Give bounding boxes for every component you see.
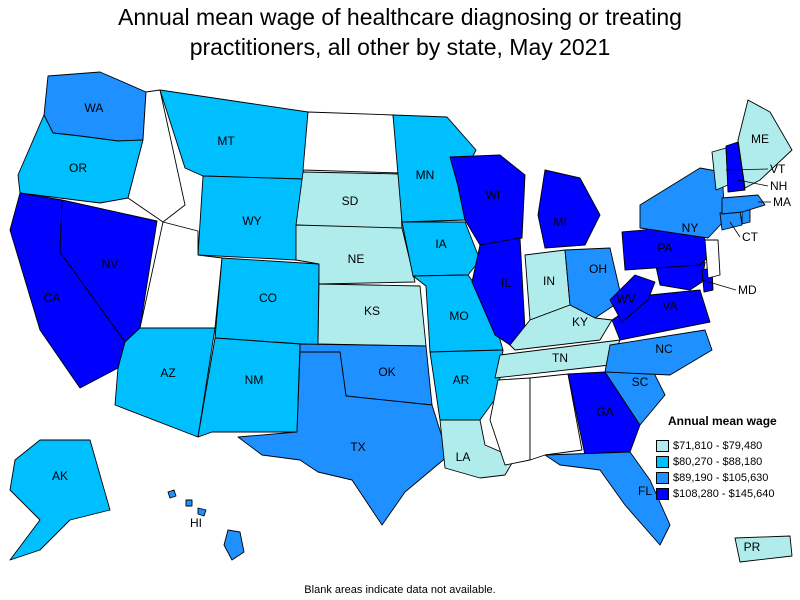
state-label-il: IL <box>501 276 511 290</box>
state-label-mn: MN <box>416 168 435 182</box>
legend-item-3: $89,190 - $105,630 <box>656 470 800 486</box>
state-label-mi: MI <box>553 215 566 229</box>
state-label-ny: NY <box>682 221 699 235</box>
state-label-nh: NH <box>770 179 787 193</box>
callout-line-vt <box>725 168 769 171</box>
state-fl <box>544 451 671 546</box>
state-nd <box>302 111 401 174</box>
map-title: Annual mean wage of healthcare diagnosin… <box>0 2 800 62</box>
data-availability-note: Blank areas indicate data not available. <box>304 584 496 596</box>
state-ga <box>567 371 641 456</box>
legend-swatch-2 <box>656 456 669 468</box>
state-oh <box>564 247 623 319</box>
callout-line-md <box>701 279 737 291</box>
state-label-ia: IA <box>435 237 446 251</box>
state-wv <box>609 274 656 323</box>
state-hi <box>167 489 245 561</box>
state-mi <box>537 169 601 249</box>
state-ak <box>9 439 111 561</box>
state-nj <box>704 239 721 279</box>
callout-line-nh <box>737 179 769 187</box>
state-label-wy: WY <box>242 214 261 228</box>
state-label-mo: MO <box>449 309 468 323</box>
state-label-tx: TX <box>350 440 365 454</box>
state-label-va: VA <box>662 299 677 313</box>
legend-swatch-1 <box>656 440 669 452</box>
state-label-ne: NE <box>348 252 365 266</box>
state-label-md: MD <box>738 283 757 297</box>
state-label-or: OR <box>69 161 87 175</box>
state-nc <box>604 329 713 376</box>
state-label-ky: KY <box>572 315 588 329</box>
state-label-ok: OK <box>378 365 395 379</box>
state-al <box>529 373 583 461</box>
callout-line-ct <box>729 221 741 238</box>
map-title-line-2: practitioners, all other by state, May 2… <box>189 34 611 60</box>
state-me <box>737 99 793 189</box>
state-la <box>439 419 516 479</box>
state-ar <box>429 349 504 421</box>
state-label-mt: MT <box>217 134 235 148</box>
state-label-az: AZ <box>160 366 175 380</box>
state-label-sc: SC <box>632 375 649 389</box>
legend-label-4: $108,280 - $145,640 <box>673 488 775 500</box>
legend-item-4: $108,280 - $145,640 <box>656 486 800 502</box>
state-ms <box>489 377 531 466</box>
state-nh <box>725 141 746 193</box>
legend-item-2: $80,270 - $88,180 <box>656 454 800 470</box>
state-label-vt: VT <box>770 162 786 176</box>
state-ma <box>721 194 766 215</box>
state-label-ma: MA <box>773 195 791 209</box>
state-label-wv: WV <box>616 292 635 306</box>
legend-swatch-4 <box>656 488 669 500</box>
state-label-fl: FL <box>638 484 652 498</box>
state-label-hi: HI <box>190 516 202 530</box>
state-label-nm: NM <box>245 373 264 387</box>
state-label-la: LA <box>456 450 471 464</box>
state-label-ak: AK <box>52 469 68 483</box>
legend-title: Annual mean wage <box>668 414 777 428</box>
state-label-me: ME <box>751 132 769 146</box>
state-label-tn: TN <box>552 351 568 365</box>
legend-label-1: $71,810 - $79,480 <box>673 440 763 452</box>
state-label-wa: WA <box>85 101 104 115</box>
legend: Annual mean wage $71,810 - $79,480 $80,2… <box>656 414 800 502</box>
state-label-co: CO <box>259 291 277 305</box>
state-label-nv: NV <box>102 257 119 271</box>
state-label-ct: CT <box>742 230 759 244</box>
map-title-line-1: Annual mean wage of healthcare diagnosin… <box>118 4 682 30</box>
state-ia <box>401 221 481 277</box>
state-label-ca: CA <box>44 291 61 305</box>
legend-item-1: $71,810 - $79,480 <box>656 438 800 454</box>
state-label-nc: NC <box>655 342 673 356</box>
state-az <box>114 327 216 438</box>
state-label-pa: PA <box>657 241 672 255</box>
legend-label-2: $80,270 - $88,180 <box>673 456 763 468</box>
state-pr <box>734 535 793 563</box>
legend-swatch-3 <box>656 472 669 484</box>
state-tx <box>237 351 449 526</box>
legend-label-3: $89,190 - $105,630 <box>673 472 769 484</box>
state-label-pr: PR <box>744 540 761 554</box>
state-label-ar: AR <box>453 373 470 387</box>
state-label-ga: GA <box>596 405 613 419</box>
state-label-ks: KS <box>364 304 380 318</box>
state-label-oh: OH <box>589 262 607 276</box>
state-ky <box>509 304 613 351</box>
state-label-sd: SD <box>342 194 359 208</box>
state-label-in: IN <box>543 274 555 288</box>
state-label-wi: WI <box>486 188 501 202</box>
state-nm <box>197 337 301 438</box>
